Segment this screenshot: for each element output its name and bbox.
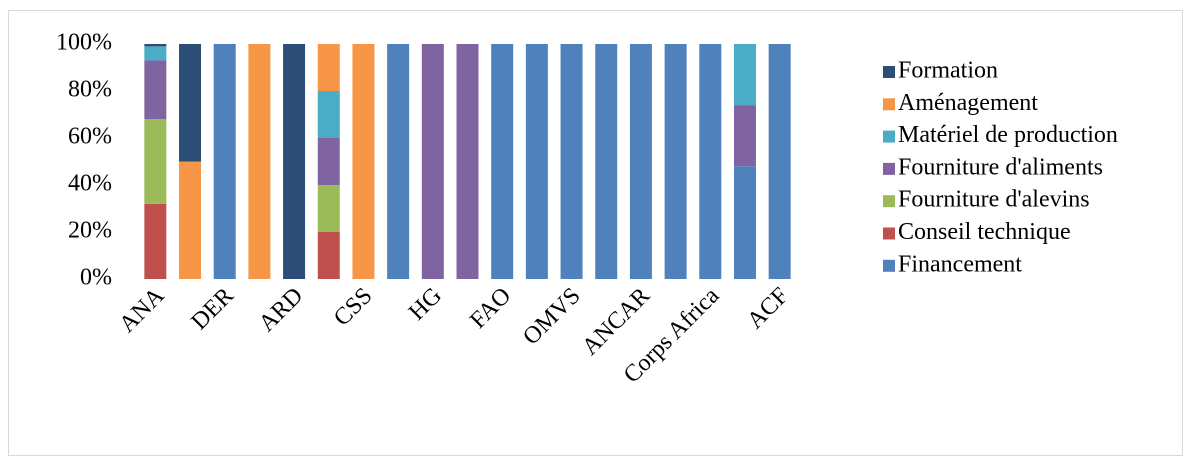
legend-swatch	[883, 130, 895, 143]
legend-swatch	[883, 98, 895, 111]
bar-segment	[595, 44, 618, 279]
legend-label: Formation	[898, 58, 998, 84]
legend-swatch	[883, 162, 895, 175]
bar-segment	[525, 44, 548, 279]
bar-segment	[283, 44, 306, 279]
bar-segment	[317, 44, 340, 91]
bar-segment	[387, 44, 410, 279]
legend-label: Conseil technique	[898, 219, 1071, 245]
bar-segment	[144, 60, 167, 120]
y-tick-label: 20%	[68, 218, 112, 244]
bar-segment	[213, 44, 236, 279]
legend-label: Financement	[898, 251, 1022, 277]
bar-segment	[179, 44, 202, 162]
legend-swatch	[883, 227, 895, 240]
bar-segment	[421, 44, 444, 279]
bar-segment	[733, 44, 756, 106]
y-tick-label: 40%	[68, 171, 112, 197]
bar-segment	[560, 44, 583, 279]
bar-segment	[144, 46, 167, 61]
y-tick-label: 60%	[68, 124, 112, 150]
legend-swatch	[883, 259, 895, 272]
bar-segment	[179, 161, 202, 279]
bar-segment	[352, 44, 375, 279]
legend-label: Fourniture d'aliments	[898, 154, 1103, 180]
y-tick-label: 0%	[80, 265, 112, 291]
bar-segment	[456, 44, 479, 279]
y-tick-label: 80%	[68, 77, 112, 103]
bar-segment	[733, 105, 756, 167]
bar-segment	[317, 185, 340, 232]
bar-segment	[317, 91, 340, 138]
bar-segment	[144, 203, 167, 279]
legend-label: Fourniture d'alevins	[898, 187, 1090, 213]
bar-segment	[664, 44, 687, 279]
y-tick-label: 100%	[56, 30, 112, 56]
bar-segment	[317, 232, 340, 279]
bar-segment	[144, 44, 167, 47]
legend-swatch	[883, 66, 895, 78]
bar-segment	[733, 166, 756, 279]
bar-segment	[768, 44, 791, 279]
bar-segment	[629, 44, 652, 279]
bar-segment	[491, 44, 514, 279]
bar-segment	[317, 138, 340, 185]
bar-segment	[144, 119, 167, 204]
legend-label: Matériel de production	[898, 122, 1118, 148]
bar-segment	[248, 44, 271, 279]
bar-segment	[699, 44, 722, 279]
legend-label: Aménagement	[898, 90, 1038, 116]
legend-swatch	[883, 195, 895, 208]
